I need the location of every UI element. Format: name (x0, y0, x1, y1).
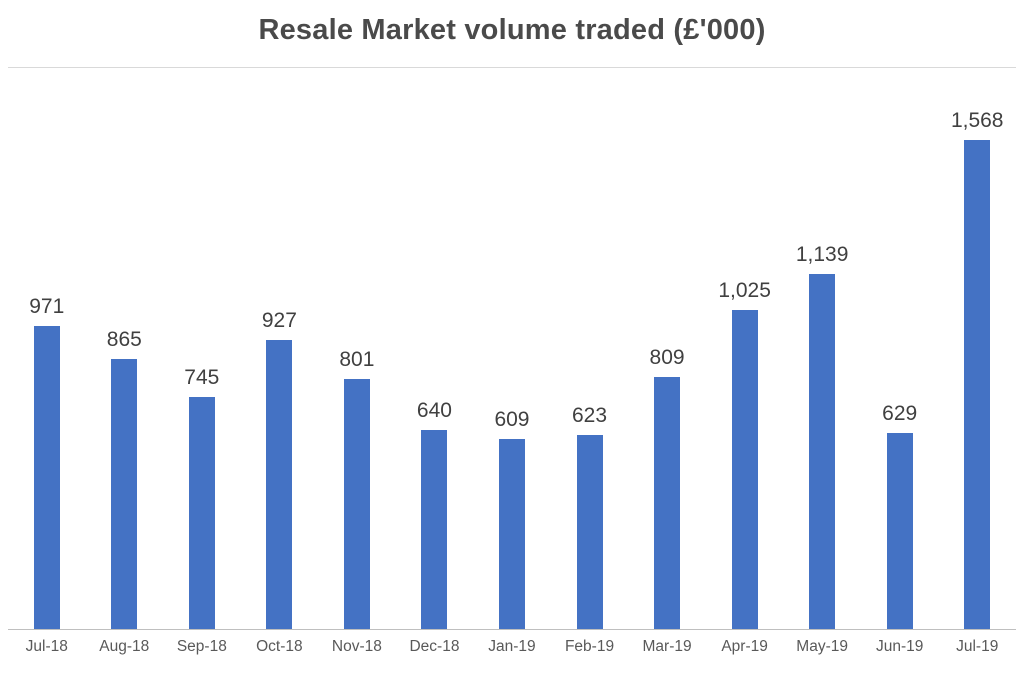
bar-slot: 745 (163, 68, 241, 629)
bar-value-label: 1,025 (718, 279, 771, 302)
x-axis-tick-label: Aug-18 (99, 638, 150, 655)
bar-slot: 809 (628, 68, 706, 629)
bar (188, 397, 215, 629)
bar-value-label: 927 (261, 309, 297, 332)
x-axis-tick-label: Dec-18 (409, 638, 460, 655)
chart-title: Resale Market volume traded (£'000) (258, 14, 766, 46)
x-axis-tick-label: Feb-19 (564, 638, 615, 655)
bar-slot: 865 (86, 68, 164, 629)
bar (33, 326, 60, 629)
bar-value-label: 1,568 (950, 109, 1004, 132)
bar (111, 359, 138, 629)
bar-slot: 623 (551, 68, 629, 629)
bar (343, 379, 370, 629)
bar-slot: 609 (473, 68, 551, 629)
bar-value-label: 629 (882, 402, 918, 425)
bar-slot: 640 (396, 68, 474, 629)
x-axis-tick-label: Mar-19 (642, 638, 692, 655)
bar-value-label: 623 (572, 404, 608, 427)
bar-slot: 801 (318, 68, 396, 629)
bar (266, 340, 293, 629)
x-axis-tick-label: Jul-19 (956, 638, 999, 655)
x-axis-tick-label: Oct-18 (256, 638, 303, 655)
bar-value-label: 801 (339, 348, 375, 371)
bar-value-label: 609 (494, 408, 530, 431)
x-axis-tick-label: Apr-19 (721, 638, 768, 655)
bar (731, 310, 758, 629)
bar (964, 140, 991, 629)
bar-value-label: 865 (106, 328, 142, 351)
x-axis-tick-label: Jul-18 (25, 638, 68, 655)
plot-area: 971 865 745 927 801 640 609 623 809 1,025 1,139 629… (8, 67, 1016, 630)
x-axis-tick-label: Jan-19 (488, 638, 536, 655)
bar-slot: 1,568 (938, 68, 1016, 629)
bar-value-label: 971 (29, 295, 65, 318)
x-axis-tick-label: Nov-18 (331, 638, 382, 655)
bar (809, 274, 836, 629)
bar (654, 377, 681, 629)
bar (886, 433, 913, 629)
x-axis-labels: Jul-18 Aug-18 Sep-18 Oct-18 Nov-18 Dec-18 Jan-… (8, 638, 1016, 664)
bar-value-label: 745 (184, 366, 220, 389)
x-axis-tick-label: Sep-18 (176, 638, 227, 655)
bar (576, 435, 603, 629)
bar-slot: 629 (861, 68, 939, 629)
bar-value-label: 809 (649, 346, 685, 369)
bar-slot: 1,139 (783, 68, 861, 629)
bar-value-label: 1,139 (795, 243, 849, 266)
x-axis-tick-label: May-19 (796, 638, 848, 655)
bar (498, 439, 525, 629)
bar (421, 430, 448, 629)
x-axis-tick-label: Jun-19 (875, 638, 924, 655)
bar-slot: 927 (241, 68, 319, 629)
bar-slot: 1,025 (706, 68, 784, 629)
bar-value-label: 640 (416, 399, 452, 422)
bar-slot: 971 (8, 68, 86, 629)
